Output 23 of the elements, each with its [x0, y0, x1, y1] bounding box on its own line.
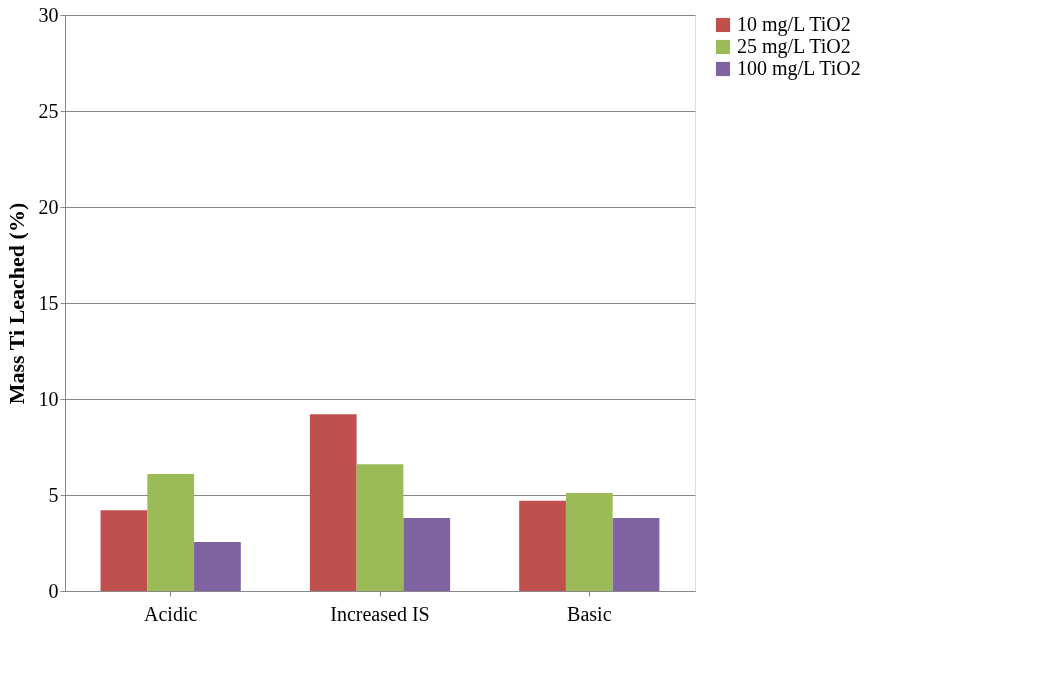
legend-label: 25 mg/L TiO2	[737, 35, 851, 58]
y-tick-label: 5	[48, 483, 59, 506]
x-tick-label: Basic	[567, 602, 612, 625]
x-tick-label: Acidic	[144, 602, 198, 625]
y-tick-label: 20	[38, 195, 59, 218]
bar	[565, 493, 613, 591]
bar	[356, 464, 404, 591]
bar	[147, 473, 195, 591]
bar	[309, 414, 357, 591]
y-tick-label: 0	[48, 579, 59, 602]
bar	[100, 510, 148, 591]
y-tick-label: 30	[38, 3, 59, 26]
legend-label: 100 mg/L TiO2	[737, 57, 861, 80]
bar	[612, 518, 660, 591]
bar	[194, 542, 241, 591]
legend-label: 10 mg/L TiO2	[737, 13, 851, 36]
bar	[403, 518, 451, 591]
x-tick-label: Increased IS	[330, 602, 430, 625]
y-tick-label: 25	[38, 99, 59, 122]
y-axis-title: Mass Ti Leached (%)	[3, 202, 29, 405]
bar	[519, 500, 566, 591]
y-tick-label: 15	[38, 291, 59, 314]
y-tick-label: 10	[38, 387, 59, 410]
